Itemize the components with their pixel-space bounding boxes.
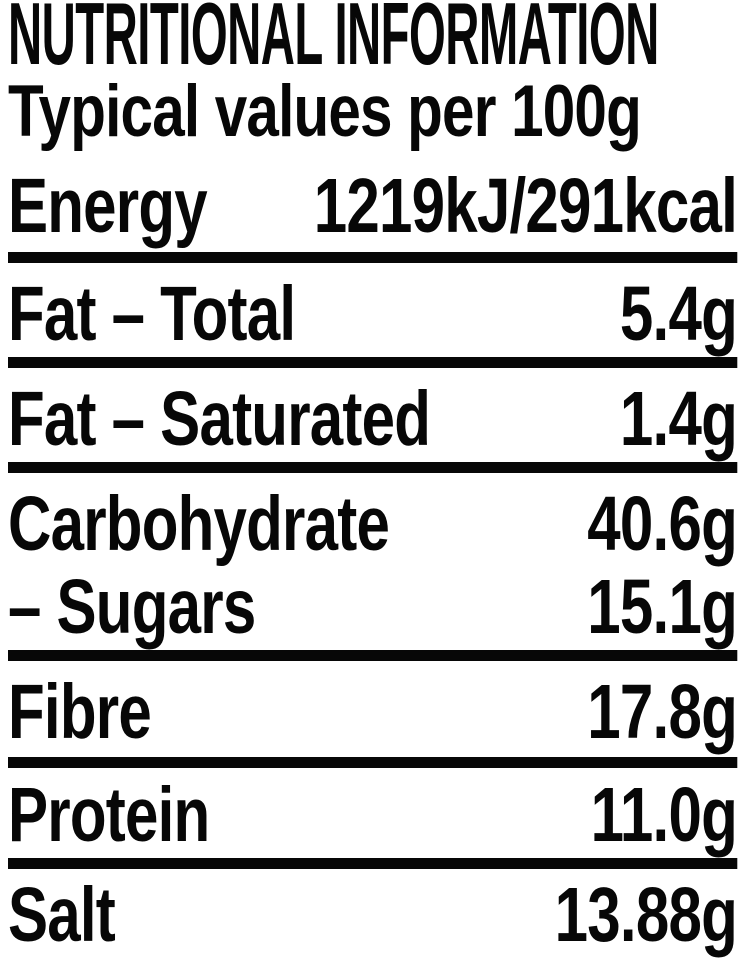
row-protein: Protein 11.0g <box>8 772 738 869</box>
nutrient-value: 40.6g <box>587 481 737 567</box>
nutrient-value: 5.4g <box>619 271 738 357</box>
nutrient-value: 1.4g <box>619 376 738 462</box>
row-salt: Salt 13.88g <box>8 872 738 958</box>
nutrient-name: Energy <box>8 163 208 249</box>
nutrient-value: 1219kJ/291kcal <box>313 163 738 249</box>
nutrient-name: Fat – Total <box>8 271 296 357</box>
nutrient-value: 15.1g <box>587 564 737 650</box>
nutrient-name: Carbohydrate <box>8 481 390 567</box>
row-energy: Energy 1219kJ/291kcal <box>8 163 738 263</box>
row-carbohydrate: Carbohydrate 40.6g <box>8 481 738 567</box>
row-fat-saturated: Fat – Saturated 1.4g <box>8 376 738 473</box>
nutrient-name: Fat – Saturated <box>8 376 431 462</box>
nutrient-value: 13.88g <box>554 872 738 958</box>
nutrient-name: Protein <box>8 772 210 858</box>
nutrient-name: Salt <box>8 872 116 958</box>
nutrient-name: – Sugars <box>8 564 256 650</box>
nutrient-name: Fibre <box>8 669 152 755</box>
nutrient-value: 11.0g <box>590 772 738 858</box>
label-subtitle-text: Typical values per 100g <box>8 71 642 152</box>
label-subtitle: Typical values per 100g <box>8 71 737 152</box>
label-title: NUTRITIONAL INFORMATION <box>8 0 737 83</box>
nutrient-value: 17.8g <box>587 669 737 755</box>
row-fat-total: Fat – Total 5.4g <box>8 271 738 368</box>
row-fibre: Fibre 17.8g <box>8 669 738 768</box>
label-title-text: NUTRITIONAL INFORMATION <box>8 0 659 83</box>
row-sugars: – Sugars 15.1g <box>8 564 738 661</box>
